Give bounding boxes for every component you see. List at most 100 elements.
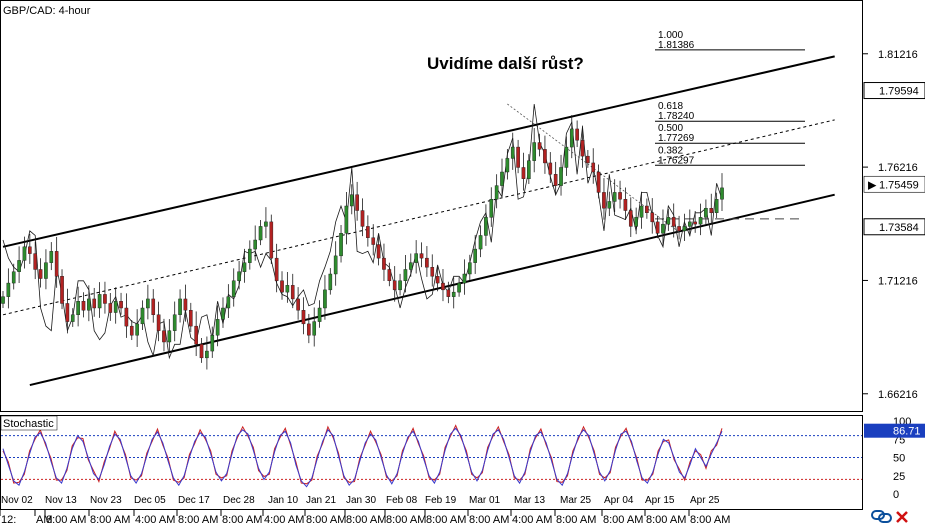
candle xyxy=(553,161,558,196)
candle-body-up xyxy=(607,201,612,209)
candle-body-down xyxy=(371,237,376,245)
candle-body-up xyxy=(500,171,504,186)
candle-body-down xyxy=(430,267,435,277)
candle xyxy=(17,246,21,283)
chart-title: GBP/CAD: 4-hour xyxy=(3,5,91,17)
candle xyxy=(500,158,504,197)
candle-body-up xyxy=(339,232,343,257)
stochastic-current-box xyxy=(864,423,925,438)
time-label-bottom: 4:00 AM xyxy=(264,514,304,525)
candle-body-down xyxy=(280,280,284,293)
candle-body-down xyxy=(366,226,370,238)
price-level-label: 1.79594 xyxy=(879,86,919,98)
candle-body-up xyxy=(564,146,569,168)
candle xyxy=(269,214,274,264)
candle-body-down xyxy=(548,162,553,175)
candle-body-up xyxy=(167,330,172,343)
price-tick-label: 1.76216 xyxy=(878,162,918,174)
candle xyxy=(178,289,182,323)
candle-body-down xyxy=(194,325,198,345)
candle xyxy=(274,243,279,293)
candle xyxy=(478,225,483,258)
candle xyxy=(451,277,456,309)
candle-body-up xyxy=(135,323,139,336)
candle-body-up xyxy=(6,282,11,297)
time-label-bottom: 8:00 AM xyxy=(469,514,509,525)
candle-body-down xyxy=(671,217,676,227)
candle-body-down xyxy=(290,285,295,300)
candle-body-up xyxy=(70,314,75,322)
candle xyxy=(596,164,601,199)
candle xyxy=(103,281,107,314)
candle-body-down xyxy=(183,298,188,311)
candle-body-up xyxy=(408,262,413,270)
candle-body-down xyxy=(602,192,606,209)
candle xyxy=(682,213,687,242)
candle-body-down xyxy=(677,226,681,232)
candle xyxy=(146,284,150,320)
candle-body-up xyxy=(704,208,708,218)
fib-price-label: 1.77269 xyxy=(658,133,695,144)
candle xyxy=(366,215,370,247)
candle xyxy=(328,268,333,295)
candle xyxy=(650,198,655,234)
link-icon[interactable] xyxy=(871,510,892,523)
stochastic-tick-label: 25 xyxy=(893,471,905,483)
candle-body-up xyxy=(210,335,215,352)
time-label-top: Mar 13 xyxy=(514,495,546,506)
time-label-top: Dec 28 xyxy=(223,495,255,506)
candle-body-down xyxy=(54,251,59,277)
candle xyxy=(671,203,676,238)
candle xyxy=(484,204,488,246)
candle xyxy=(704,199,708,225)
candle xyxy=(634,207,638,235)
candle-body-up xyxy=(510,146,515,159)
candle xyxy=(698,203,703,236)
time-label-top: Apr 04 xyxy=(604,495,634,506)
time-label-top: Dec 05 xyxy=(134,495,166,506)
fib-ratio-label: 0.382 xyxy=(658,145,683,156)
candle xyxy=(618,180,622,209)
price-tick-label: 1.71216 xyxy=(878,275,918,287)
price-level-label: 1.73584 xyxy=(879,222,919,234)
candle xyxy=(129,320,134,341)
candle-body-down xyxy=(296,298,300,311)
time-label-top: Dec 17 xyxy=(178,495,210,506)
candle xyxy=(376,235,381,266)
candle xyxy=(580,125,585,168)
candle xyxy=(709,193,714,225)
candle-body-down xyxy=(199,344,204,359)
candle xyxy=(349,184,354,215)
candle-body-up xyxy=(172,314,177,331)
candle xyxy=(301,297,306,335)
candle-body-up xyxy=(248,248,252,263)
candle-body-down xyxy=(307,323,311,336)
candle-body-up xyxy=(253,239,257,250)
arrow-icon[interactable] xyxy=(896,511,908,523)
candle-body-up xyxy=(478,235,483,250)
candle-body-down xyxy=(591,162,596,173)
candle xyxy=(167,319,172,352)
candle xyxy=(494,174,499,209)
candle xyxy=(527,154,531,185)
candle-body-down xyxy=(543,149,547,164)
candle xyxy=(516,139,520,174)
candle-body-down xyxy=(693,221,697,225)
candle-body-up xyxy=(226,296,231,309)
candle xyxy=(188,302,193,333)
time-label-bottom: 8:00 AM xyxy=(178,514,218,525)
candle xyxy=(44,249,48,290)
candle-body-down xyxy=(269,221,274,259)
candle xyxy=(564,136,569,176)
time-label-top: Jan 10 xyxy=(268,495,298,506)
candle xyxy=(446,281,451,304)
candle-body-up xyxy=(457,282,461,293)
candle xyxy=(435,266,440,292)
candle-body-up xyxy=(221,307,225,320)
time-label-bottom: 8:00 AM xyxy=(386,514,426,525)
candle-body-up xyxy=(720,187,724,200)
candle xyxy=(205,336,209,370)
price-level-box xyxy=(863,218,925,236)
candle-body-down xyxy=(103,294,107,304)
